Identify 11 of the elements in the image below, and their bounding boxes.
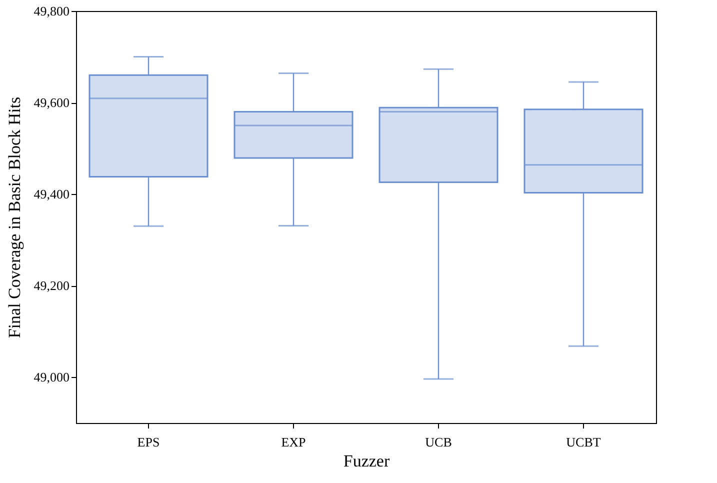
x-tick-label: UCB [425,434,452,450]
x-tick-label: EXP [281,434,306,450]
y-tick-label: 49,800 [34,4,70,18]
x-tick-label: UCBT [566,434,601,450]
y-axis-title: Final Coverage in Basic Block Hits [4,96,24,338]
y-tick-label: 49,400 [34,186,70,202]
x-tick-label: EPS [137,434,160,450]
y-tick-label: 49,600 [34,95,70,110]
y-tick-label: 49,200 [34,278,70,294]
y-tick-label: 49,000 [34,370,70,385]
x-axis-title: Fuzzer [343,452,390,470]
